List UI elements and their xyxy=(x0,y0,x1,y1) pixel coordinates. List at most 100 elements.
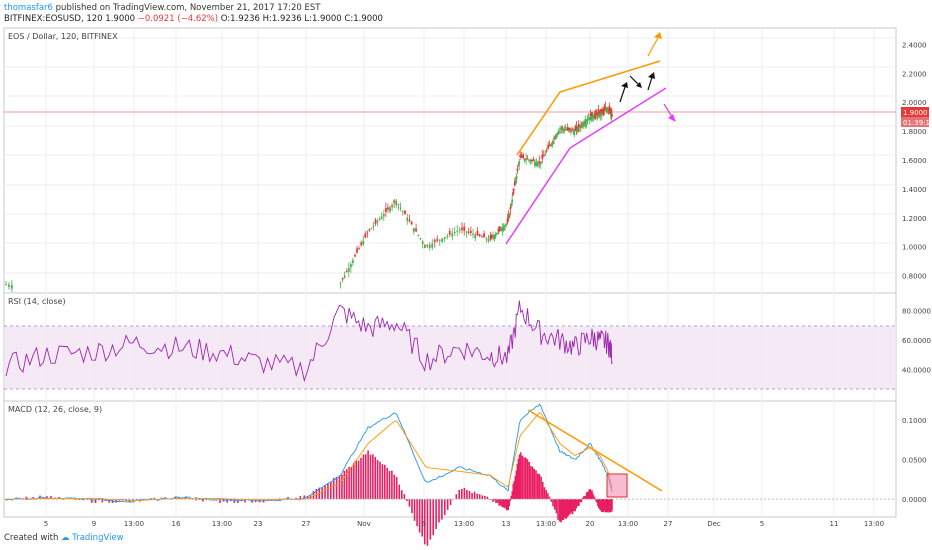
candle-body xyxy=(421,241,424,244)
macd-histogram-bar xyxy=(438,499,440,523)
candle-body xyxy=(519,154,522,158)
macd-histogram-bar xyxy=(348,466,350,500)
candle-body xyxy=(474,234,477,239)
macd-histogram-bar xyxy=(535,470,537,500)
macd-histogram-bar xyxy=(555,499,558,514)
candle-body xyxy=(571,128,573,131)
candle-body xyxy=(516,168,519,171)
footer-brand[interactable]: TradingView xyxy=(72,533,124,543)
candle-body xyxy=(586,119,589,122)
macd-histogram-bar xyxy=(566,499,569,518)
x-tick-label: 13:00 xyxy=(212,520,232,528)
candle-body xyxy=(565,129,568,131)
macd-histogram-bar xyxy=(590,490,592,500)
candle-body xyxy=(602,110,605,112)
candle-body xyxy=(526,158,529,160)
macd-histogram-bar xyxy=(594,499,597,500)
candle-body xyxy=(366,232,369,234)
candle-body xyxy=(518,161,521,165)
macd-histogram-bar xyxy=(233,499,236,503)
macd-histogram-bar xyxy=(372,454,374,500)
macd-histogram-bar xyxy=(553,499,556,510)
macd-histogram-bar xyxy=(528,461,530,500)
macd-histogram-bar xyxy=(518,454,521,500)
candle-body xyxy=(472,233,474,235)
candle-body xyxy=(522,154,525,159)
candle-body xyxy=(583,122,586,126)
macd-histogram-bar xyxy=(362,454,365,500)
candle-body xyxy=(461,227,463,231)
candle-body xyxy=(408,219,411,222)
macd-histogram-bar xyxy=(560,499,562,523)
macd-histogram-bar xyxy=(473,491,476,500)
price-tick-label: 1.2000 xyxy=(902,215,927,223)
candle-body xyxy=(599,113,602,116)
x-tick-label: 16 xyxy=(172,520,181,528)
candle-body xyxy=(609,108,611,113)
macd-histogram-bar xyxy=(596,499,598,503)
macd-histogram-bar xyxy=(561,499,564,521)
candle-body xyxy=(362,241,365,245)
macd-histogram-bar xyxy=(423,499,426,545)
macd-histogram-bar xyxy=(441,499,443,520)
candle-body xyxy=(561,127,564,129)
macd-histogram-bar xyxy=(504,499,507,509)
macd-histogram-bar xyxy=(174,496,177,500)
candle-body xyxy=(548,144,551,147)
macd-histogram-bar xyxy=(381,464,384,500)
macd-histogram-bar xyxy=(531,466,534,500)
candle-body xyxy=(576,128,579,131)
macd-histogram-bar xyxy=(592,495,595,500)
black-arrow-head-3 xyxy=(648,72,655,79)
candle-body xyxy=(480,236,483,238)
candle-body xyxy=(345,271,348,273)
macd-histogram-bar xyxy=(543,487,546,500)
macd-histogram-bar xyxy=(355,460,358,500)
macd-histogram-bar xyxy=(552,499,554,507)
candle-body xyxy=(512,192,514,195)
macd-histogram-bar xyxy=(496,499,499,503)
candle-body xyxy=(582,123,585,127)
candle-body xyxy=(577,124,580,128)
macd-histogram-bar xyxy=(502,499,505,508)
candle-body xyxy=(431,243,434,248)
macd-trend-line xyxy=(527,409,663,492)
candle-body xyxy=(563,129,566,132)
candle-body xyxy=(476,230,479,236)
macd-histogram-bar xyxy=(541,482,544,500)
macd-histogram-bar xyxy=(507,499,509,511)
candle-body xyxy=(594,111,597,116)
rsi-tick-label: 60.0000 xyxy=(902,337,931,345)
price-tick-label: 2.2000 xyxy=(902,70,927,78)
macd-histogram-bar xyxy=(591,490,593,500)
author-link[interactable]: thomasfar6 xyxy=(4,3,53,13)
candle-body xyxy=(368,229,371,231)
macd-tick-label: 0.0500 xyxy=(902,457,927,465)
candle-body xyxy=(415,228,417,232)
macd-histogram-bar xyxy=(82,499,85,501)
tradingview-logo-icon[interactable]: ☁ xyxy=(61,533,70,543)
candle-body xyxy=(372,225,375,227)
candle-body xyxy=(358,248,361,250)
candle-body xyxy=(587,117,590,119)
drawings xyxy=(505,32,676,498)
candle-body xyxy=(570,130,572,133)
macd-histogram-bar xyxy=(443,499,446,516)
candle-body xyxy=(364,233,367,238)
candle-body xyxy=(500,228,502,232)
candle-body xyxy=(10,285,13,289)
macd-histogram-bar xyxy=(449,499,452,505)
macd-histogram-bar xyxy=(575,499,578,509)
macd-histogram-bar xyxy=(595,499,598,502)
price-tick-label: 1.0000 xyxy=(902,244,927,252)
macd-histogram-bar xyxy=(550,499,553,502)
candle-body xyxy=(536,162,539,166)
candle-body xyxy=(600,108,603,113)
macd-histogram-bar xyxy=(579,499,582,503)
candle-body xyxy=(493,235,496,239)
macd-histogram-bar xyxy=(324,485,326,500)
macd-histogram-bar xyxy=(583,495,585,500)
macd-histogram-bar xyxy=(104,499,107,501)
candle-body xyxy=(384,207,387,212)
